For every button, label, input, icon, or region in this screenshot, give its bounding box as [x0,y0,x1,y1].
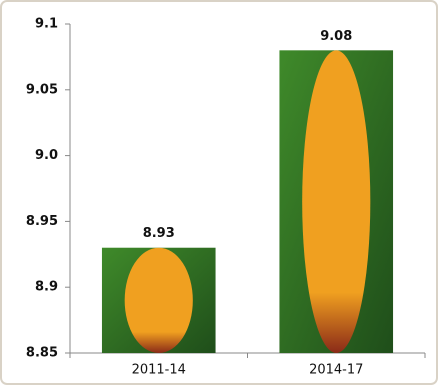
y-tick-label: 8.9 [35,280,58,295]
y-tick-label: 9.05 [26,82,58,97]
bar-group [279,50,394,353]
x-tick-label: 2014-17 [309,363,363,378]
y-tick-label: 9.1 [35,17,58,32]
y-tick-label: 8.95 [26,214,58,229]
y-tick-label: 8.85 [26,346,58,361]
value-label: 8.93 [143,226,175,241]
bar-group [101,247,216,353]
value-label: 9.08 [320,29,352,44]
bar [124,247,193,353]
bar [302,50,371,353]
x-tick-label: 2011-14 [132,363,186,378]
y-tick-label: 9.0 [35,148,58,163]
